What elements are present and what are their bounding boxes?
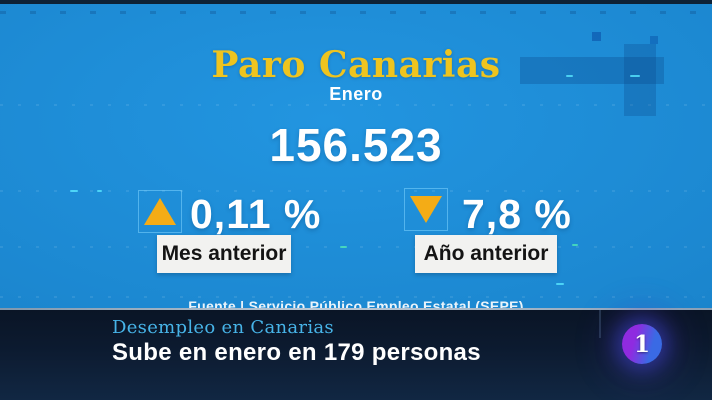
stat-label: Año anterior (415, 235, 557, 273)
glitch-dash (566, 75, 573, 77)
glitch-dotrow (0, 104, 712, 106)
glitch-rect (520, 57, 664, 84)
triangle-up-icon (144, 198, 176, 225)
headline-text: Sube en enero en 179 personas (112, 339, 481, 366)
page-subtitle: Enero (329, 84, 383, 104)
lower-third-bar: Desempleo en Canarias Sube en enero en 1… (0, 310, 712, 400)
glitch-dotrow (0, 190, 712, 192)
stat-value: 7,8 % (462, 191, 572, 237)
lower-third-divider (0, 308, 712, 310)
glitch-dash (630, 75, 640, 77)
glitch-square (650, 36, 658, 44)
triangle-frame (404, 188, 448, 231)
triangle-frame (138, 190, 182, 233)
glitch-dash (340, 246, 347, 248)
stat-value: 0,11 % (190, 191, 322, 237)
page-title: Paro Canarias (211, 44, 501, 86)
glitch-streak (599, 310, 601, 338)
glitch-dash (70, 190, 78, 192)
glitch-square (592, 32, 601, 41)
glitch-dash (556, 283, 564, 285)
glitch-dash (572, 244, 578, 246)
channel-logo-number: 1 (633, 330, 650, 358)
main-value: 156.523 (269, 119, 443, 171)
kicker-text: Desempleo en Canarias (112, 317, 334, 338)
triangle-down-icon (410, 196, 442, 223)
glitch-dotrow (0, 246, 712, 248)
channel-logo: 1 (622, 324, 662, 364)
top-strip (0, 0, 712, 4)
glitch-dotrow (0, 296, 712, 298)
glitch-dash (97, 190, 102, 192)
glitch-dashes (0, 11, 712, 14)
stat-label: Mes anterior (157, 235, 291, 273)
glitch-rect (624, 44, 656, 116)
